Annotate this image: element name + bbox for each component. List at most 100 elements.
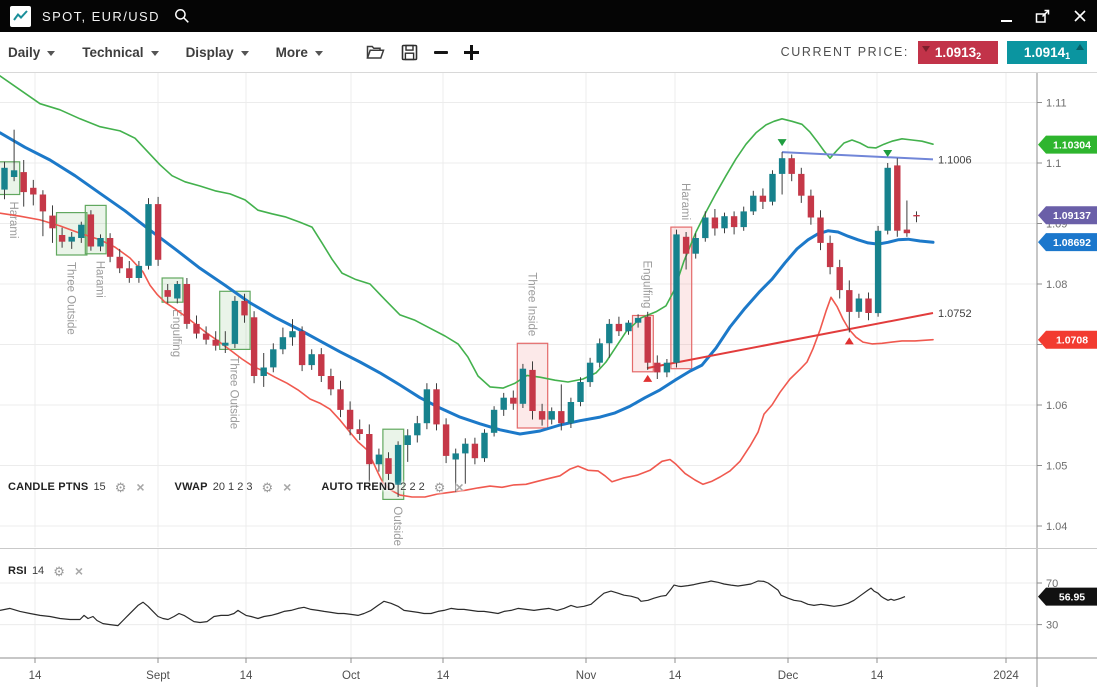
candle[interactable] (702, 217, 709, 239)
candle[interactable] (30, 187, 37, 195)
candle[interactable] (135, 265, 143, 278)
bid-price-badge[interactable]: 1.09132 (918, 40, 998, 64)
candle[interactable] (798, 173, 805, 196)
ask-price-badge[interactable]: 1.09141 (1007, 40, 1087, 64)
candle[interactable] (298, 331, 306, 366)
candle[interactable] (759, 195, 767, 202)
candle[interactable] (356, 429, 363, 434)
candle[interactable] (174, 284, 181, 299)
candle[interactable] (337, 389, 344, 410)
zoom-out-icon[interactable] (433, 50, 448, 54)
candle[interactable] (596, 343, 603, 363)
candle[interactable] (462, 443, 469, 454)
candle[interactable] (817, 217, 824, 243)
close-icon[interactable] (1073, 9, 1087, 23)
candle[interactable] (558, 411, 565, 424)
candle[interactable] (481, 432, 488, 459)
candle[interactable] (202, 333, 210, 340)
trend-line[interactable] (646, 312, 934, 370)
vwap-lower-band[interactable] (0, 212, 934, 498)
remove-indicator-icon[interactable]: × (136, 479, 145, 495)
candle[interactable] (193, 323, 200, 334)
candle[interactable] (673, 234, 680, 363)
display-menu[interactable]: Display (186, 45, 249, 60)
candle[interactable] (231, 300, 239, 344)
candle[interactable] (846, 290, 853, 312)
candle[interactable] (423, 389, 431, 424)
candle[interactable] (212, 339, 219, 346)
candle[interactable] (855, 298, 863, 312)
candle[interactable] (490, 409, 498, 433)
open-folder-icon[interactable] (366, 44, 385, 60)
candle[interactable] (654, 362, 661, 373)
candle[interactable] (394, 444, 402, 485)
candle[interactable] (836, 267, 843, 291)
candle[interactable] (663, 362, 671, 373)
candle[interactable] (740, 211, 747, 228)
candle[interactable] (682, 236, 690, 254)
candle[interactable] (375, 454, 383, 465)
candle[interactable] (289, 331, 296, 338)
candle[interactable] (20, 172, 27, 193)
candle[interactable] (126, 268, 133, 278)
candle[interactable] (404, 435, 411, 445)
candle[interactable] (78, 224, 85, 238)
candle[interactable] (807, 195, 815, 218)
remove-indicator-icon[interactable]: × (74, 563, 84, 579)
candle[interactable] (606, 323, 613, 344)
rsi-line[interactable] (0, 580, 906, 627)
vwap-line[interactable] (0, 131, 935, 436)
candle[interactable] (826, 242, 834, 268)
candle[interactable] (711, 217, 719, 229)
candle[interactable] (260, 367, 267, 377)
candle[interactable] (346, 409, 354, 430)
candle[interactable] (778, 158, 786, 174)
candle[interactable] (414, 423, 421, 436)
candle[interactable] (250, 317, 258, 376)
gear-icon[interactable]: ⚙ (433, 479, 446, 495)
candle[interactable] (116, 256, 123, 269)
candle[interactable] (529, 369, 536, 411)
candle[interactable] (49, 215, 56, 229)
more-menu[interactable]: More (276, 45, 323, 60)
candle[interactable] (884, 167, 891, 231)
remove-indicator-icon[interactable]: × (455, 479, 464, 495)
candle[interactable] (270, 349, 277, 368)
candle[interactable] (903, 229, 911, 234)
candle[interactable] (577, 382, 584, 402)
candle[interactable] (327, 376, 335, 390)
candle[interactable] (644, 316, 651, 363)
candle[interactable] (586, 362, 594, 383)
minimize-button[interactable] (1000, 9, 1013, 23)
candle[interactable] (471, 443, 479, 459)
remove-indicator-icon[interactable]: × (283, 479, 292, 495)
candle[interactable] (318, 354, 325, 376)
candle[interactable] (58, 235, 66, 242)
candle[interactable] (730, 216, 738, 228)
vwap-upper-band[interactable] (0, 75, 934, 389)
trend-line[interactable] (781, 151, 934, 161)
candle[interactable] (385, 458, 392, 474)
search-icon[interactable] (174, 8, 190, 24)
candle[interactable] (519, 368, 527, 404)
candle[interactable] (1, 167, 8, 190)
gear-icon[interactable]: ⚙ (261, 479, 274, 495)
candle[interactable] (567, 402, 575, 424)
candle[interactable] (913, 215, 920, 217)
candle[interactable] (222, 342, 229, 346)
candle[interactable] (106, 238, 114, 257)
price-chart-canvas[interactable]: Harami Three Outside Harami Engulfing Three … (0, 73, 1097, 687)
candle[interactable] (308, 354, 315, 366)
candle[interactable] (183, 284, 191, 324)
candle[interactable] (894, 165, 901, 231)
timeframe-menu[interactable]: Daily (8, 45, 56, 60)
candle[interactable] (452, 453, 459, 460)
gear-icon[interactable]: ⚙ (114, 479, 127, 495)
candle[interactable] (87, 214, 95, 247)
candle[interactable] (615, 323, 623, 332)
candle[interactable] (865, 298, 872, 314)
candle[interactable] (279, 337, 287, 350)
popout-window-button[interactable] (1035, 9, 1051, 24)
candle[interactable] (433, 389, 440, 425)
candle[interactable] (97, 238, 104, 247)
